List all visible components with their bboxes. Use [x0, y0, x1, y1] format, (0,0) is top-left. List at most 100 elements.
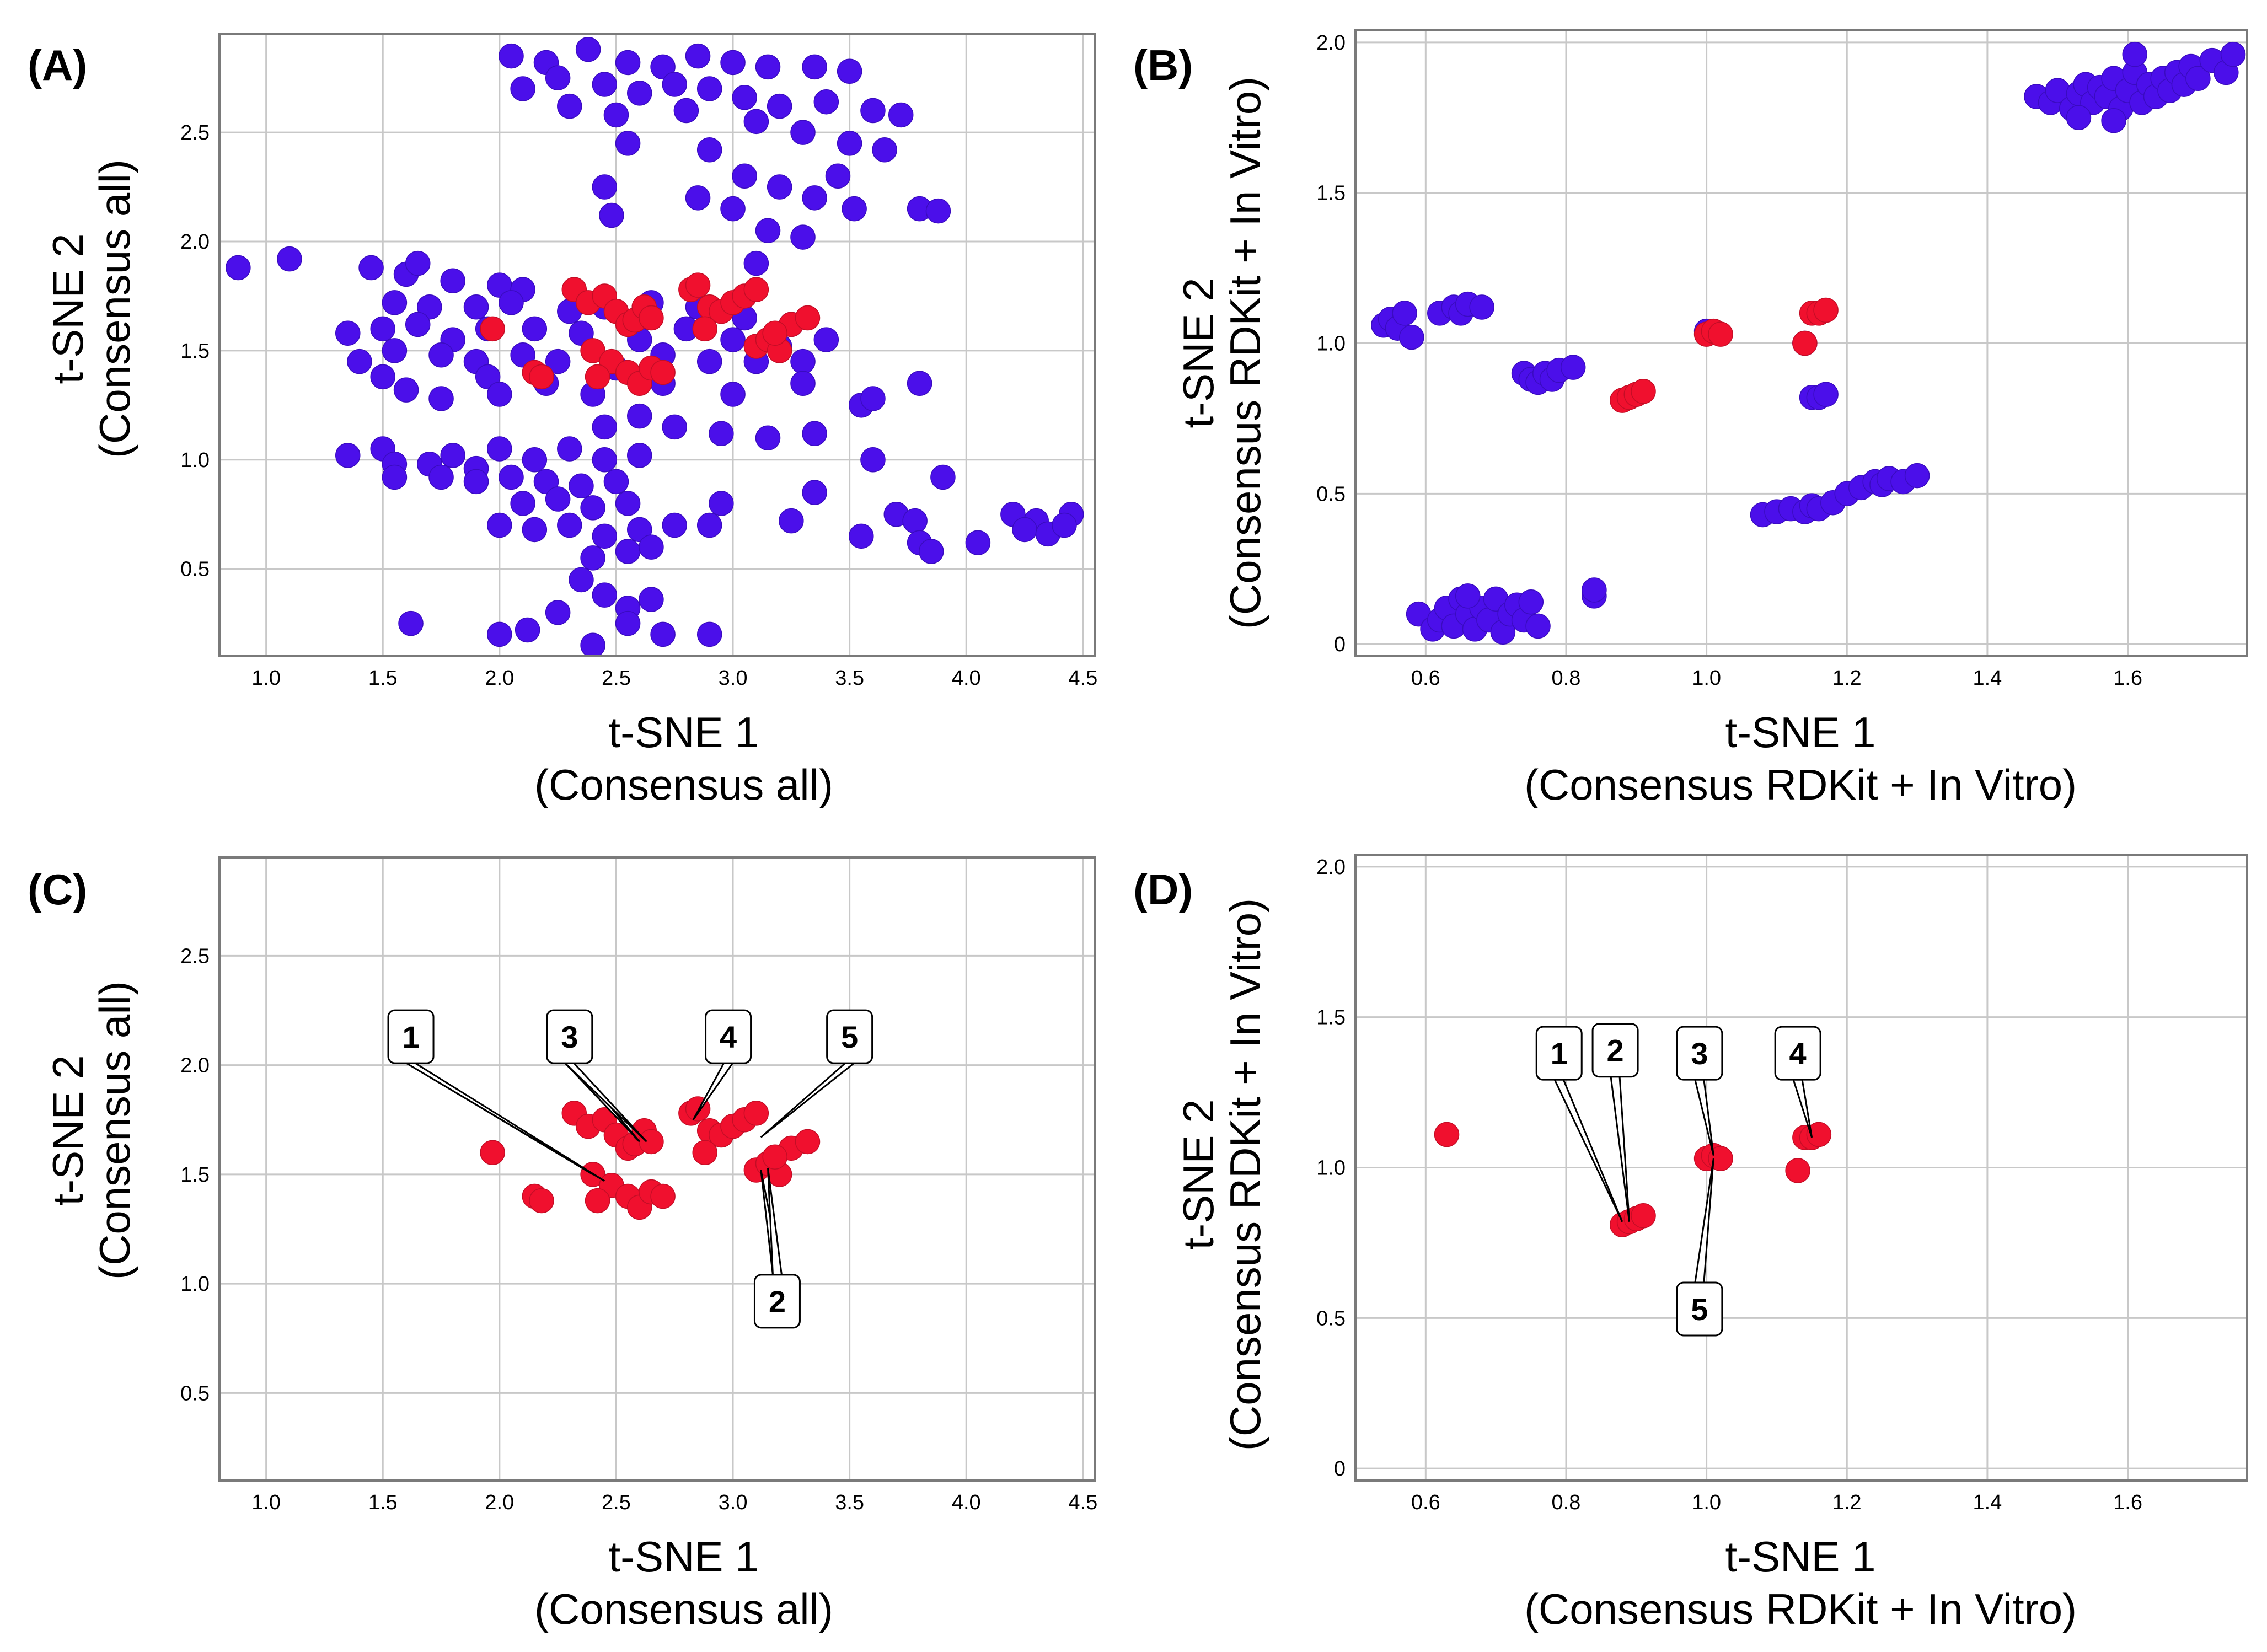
selected-compound-point	[580, 338, 605, 363]
compound-point	[428, 386, 454, 411]
compound-point	[417, 294, 442, 320]
selected-compound-point	[762, 1144, 787, 1170]
panel-a-x-tick-label: 4.5	[1068, 667, 1097, 690]
panel-a-x-tick-label: 2.5	[602, 667, 631, 690]
compound-point	[1399, 324, 1424, 350]
compound-point	[965, 530, 991, 555]
compound-point	[627, 81, 652, 106]
compound-point	[685, 43, 711, 69]
panel-c-x-tick-label: 1.5	[368, 1491, 398, 1514]
selected-compound-point	[1806, 1122, 1832, 1147]
selected-compound-point	[650, 1183, 676, 1209]
callout-box	[1591, 1023, 1639, 1078]
panel-c-x-tick-label: 4.0	[952, 1491, 981, 1514]
compound-point	[743, 250, 769, 276]
callout-label: 1	[402, 1020, 419, 1054]
compound-point	[790, 371, 816, 396]
compound-point	[603, 102, 629, 128]
compound-point	[2066, 105, 2092, 130]
compound-point	[428, 342, 454, 368]
panel-d-points	[1434, 1122, 1832, 1237]
compound-point	[599, 202, 624, 228]
compound-point	[580, 495, 605, 521]
compound-point	[860, 447, 886, 473]
panel-c-plot-area	[219, 857, 1095, 1481]
panel-b-x-tick-label: 0.8	[1552, 667, 1581, 690]
compound-point	[673, 98, 699, 124]
compound-point	[522, 517, 548, 543]
panel-d-y-tick-label: 2.0	[1316, 856, 1346, 879]
compound-point	[510, 76, 535, 101]
panel-b-x-tick-label: 0.6	[1411, 667, 1440, 690]
panel-d-x-tick-label: 1.0	[1692, 1491, 1721, 1514]
callout-box	[1774, 1026, 1821, 1081]
compound-point	[226, 255, 251, 281]
panel-c-x-tick-label: 3.0	[719, 1491, 748, 1514]
compound-point	[382, 290, 408, 315]
compound-point	[510, 491, 535, 516]
panel-b-y-tick-label: 2.0	[1316, 31, 1346, 55]
selected-compound-point	[585, 364, 610, 390]
panel-d-x-tick-label: 0.6	[1411, 1491, 1440, 1514]
compound-point	[615, 50, 641, 76]
compound-point	[277, 246, 302, 272]
panel-b-xlabel: t-SNE 1	[1725, 708, 1875, 757]
callout-label: 2	[1607, 1033, 1624, 1068]
panel-c-xlabel: t-SNE 1	[608, 1532, 759, 1581]
panel-a-x-tick-label: 3.5	[835, 667, 864, 690]
compound-point	[888, 102, 914, 128]
callout-box	[705, 1009, 752, 1064]
callout-2: 2	[1591, 1023, 1639, 1222]
panel-d: (D) 0.6 0.8 1.0 1.2 1.4 1.6 0 0.5 1.0 1.5 2.0 1 2 3 4 5…	[1133, 854, 2248, 1633]
selected-compound-point	[650, 360, 676, 385]
compound-point	[790, 224, 816, 250]
compound-point	[487, 436, 512, 462]
panel-d-x-tick-label: 1.2	[1832, 1491, 1862, 1514]
compound-point	[1392, 301, 1417, 326]
compound-point	[813, 89, 839, 115]
panel-d-ylabel-sub: (Consensus RDKit + In Vitro)	[1221, 898, 1269, 1451]
panel-c-y-tick-label: 1.5	[180, 1163, 210, 1187]
panel-c-plot: 1.0 1.5 2.0 2.5 3.0 3.5 4.0 4.5 0.5 1.0 1.5 2.0 2.5 1…	[180, 856, 1097, 1514]
compound-point	[720, 50, 746, 76]
compound-point	[802, 421, 827, 447]
compound-point	[2185, 66, 2211, 92]
compound-point	[545, 600, 571, 625]
panel-c-ylabel: t-SNE 2	[44, 1055, 92, 1205]
compound-point	[1813, 382, 1839, 407]
panel-c-x-tick-label: 2.0	[485, 1491, 514, 1514]
compound-point	[790, 348, 816, 374]
compound-point	[1455, 583, 1481, 609]
compound-point	[907, 371, 932, 396]
compound-point	[650, 621, 676, 647]
panel-a-x-tick-label: 2.0	[485, 667, 514, 690]
compound-point	[557, 512, 582, 538]
callout-label: 4	[720, 1020, 737, 1054]
compound-point	[709, 491, 734, 516]
compound-point	[919, 539, 944, 564]
panel-c-xlabel-sub: (Consensus all)	[534, 1585, 833, 1633]
callout-label: 3	[1691, 1036, 1708, 1071]
compound-point	[837, 131, 862, 156]
callout-1: 1	[1535, 1026, 1623, 1222]
compound-point	[755, 425, 781, 450]
selected-compound-point	[1708, 321, 1733, 347]
compound-point	[720, 382, 746, 407]
compound-point	[545, 65, 571, 90]
compound-point	[790, 120, 816, 145]
compound-point	[393, 377, 419, 403]
compound-point	[347, 348, 372, 374]
panel-c-ylabel-sub: (Consensus all)	[90, 981, 139, 1280]
selected-compound-point	[743, 1101, 769, 1126]
compound-point	[499, 43, 524, 69]
panel-a-ylabel: t-SNE 2	[44, 233, 92, 384]
compound-point	[515, 617, 540, 643]
panel-c-frame	[218, 856, 1096, 1482]
panel-a: (A) 1.0 1.5 2.0 2.5 3.0 3.5 4.0 4.5 0.5 1.0 1.5 2.0…	[28, 33, 1097, 809]
panel-a-y-tick-label: 1.5	[180, 340, 210, 363]
panel-b-ylabel: t-SNE 2	[1174, 277, 1223, 428]
panel-b-y-tick-label: 0.5	[1316, 482, 1346, 506]
compound-point	[370, 364, 395, 390]
callout-label: 5	[1691, 1292, 1708, 1327]
compound-point	[615, 610, 641, 636]
